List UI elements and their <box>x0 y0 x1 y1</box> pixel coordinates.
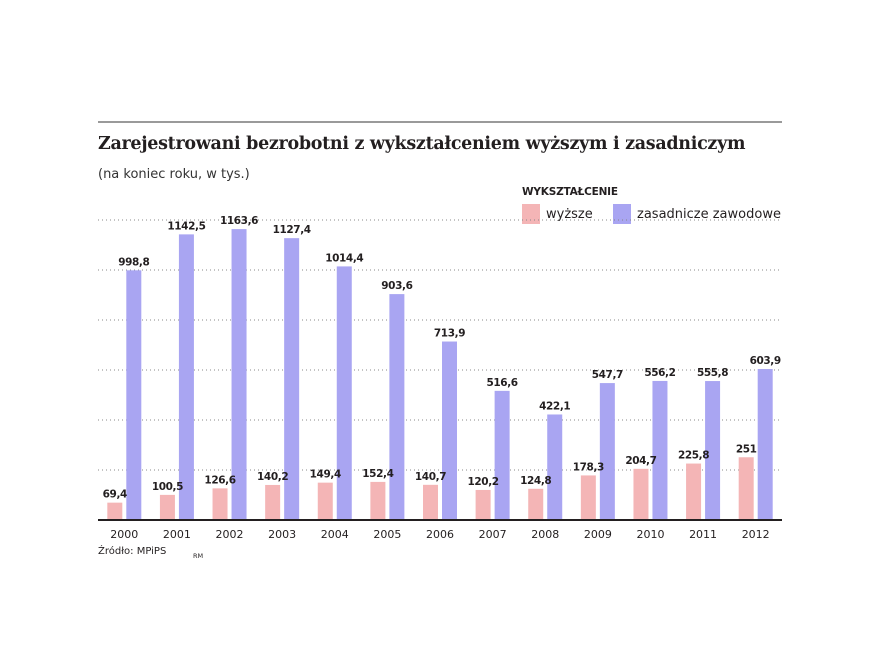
bar-higher <box>738 457 754 520</box>
data-label-vocational: 547,7 <box>592 369 623 381</box>
bar-vocational <box>178 234 194 520</box>
data-label-higher: 120,2 <box>468 476 499 488</box>
data-label-higher: 149,4 <box>310 469 341 481</box>
bar-vocational <box>126 270 142 520</box>
x-tick-label: 2005 <box>373 528 401 541</box>
bar-higher <box>633 468 649 520</box>
bar-vocational <box>494 390 510 520</box>
data-label-higher: 69,4 <box>103 489 127 501</box>
data-label-vocational: 1127,4 <box>273 224 311 236</box>
data-label-vocational: 998,8 <box>118 256 149 268</box>
legend-item-higher: wyższe <box>522 203 593 225</box>
data-label-higher: 204,7 <box>625 455 656 467</box>
x-tick-label: 2012 <box>742 528 770 541</box>
x-tick-label: 2009 <box>584 528 612 541</box>
data-label-vocational: 713,9 <box>434 328 465 340</box>
x-tick-label: 2000 <box>110 528 138 541</box>
data-label-vocational: 1014,4 <box>325 252 363 264</box>
bar-vocational <box>442 341 457 520</box>
legend-label-vocational: zasadnicze zawodowe <box>637 206 781 222</box>
source-note: Źródło: MPiPS <box>98 546 167 557</box>
bar-vocational <box>336 266 352 520</box>
legend-swatch-vocational <box>613 204 631 224</box>
bar-vocational <box>547 414 563 520</box>
data-label-higher: 140,7 <box>415 471 446 483</box>
data-label-vocational: 903,6 <box>381 280 412 292</box>
top-rule <box>98 121 782 123</box>
bar-higher <box>580 475 596 520</box>
data-label-higher: 152,4 <box>362 468 393 480</box>
bar-vocational <box>757 369 773 520</box>
bar-higher <box>475 489 491 520</box>
data-label-vocational: 1163,6 <box>220 215 258 227</box>
data-label-vocational: 603,9 <box>750 355 781 367</box>
bar-higher <box>317 482 333 520</box>
bar-vocational <box>705 381 721 520</box>
data-label-higher: 140,2 <box>257 471 288 483</box>
chart-subtitle: (na koniec roku, w tys.) <box>98 167 250 182</box>
bar-higher <box>423 484 438 520</box>
bar-higher <box>528 488 544 520</box>
bar-higher <box>212 488 228 520</box>
data-label-higher: 225,8 <box>678 450 709 462</box>
author-initials: RM <box>193 552 204 560</box>
x-tick-label: 2001 <box>163 528 191 541</box>
x-tick-label: 2003 <box>268 528 296 541</box>
bar-higher <box>265 484 281 520</box>
data-label-vocational: 516,6 <box>487 377 518 389</box>
bar-vocational <box>599 383 615 520</box>
legend-swatch-higher <box>522 204 540 224</box>
legend-title: WYKSZTAŁCENIE <box>522 186 618 198</box>
x-tick-label: 2011 <box>689 528 717 541</box>
bar-vocational <box>652 380 668 520</box>
x-tick-label: 2007 <box>479 528 507 541</box>
data-label-higher: 178,3 <box>573 461 604 473</box>
legend-item-vocational: zasadnicze zawodowe <box>613 203 781 225</box>
bar-higher <box>686 463 702 520</box>
data-label-higher: 126,6 <box>204 474 235 486</box>
data-label-vocational: 555,8 <box>697 367 728 379</box>
x-tick-label: 2008 <box>531 528 559 541</box>
x-tick-label: 2002 <box>216 528 244 541</box>
bar-vocational <box>284 238 300 520</box>
bar-higher <box>107 502 123 520</box>
bar-higher <box>159 494 175 520</box>
bar-vocational <box>389 294 405 520</box>
data-label-higher: 124,8 <box>520 475 551 487</box>
bar-higher <box>370 481 386 520</box>
data-label-higher: 100,5 <box>152 481 183 493</box>
legend-label-higher: wyższe <box>546 206 593 222</box>
data-label-higher: 251 <box>736 443 757 455</box>
x-tick-label: 2006 <box>426 528 454 541</box>
bar-vocational <box>231 229 247 520</box>
data-label-vocational: 556,2 <box>644 367 675 379</box>
data-label-vocational: 422,1 <box>539 400 570 412</box>
chart-title: Zarejestrowani bezrobotni z wykształceni… <box>98 134 746 154</box>
x-tick-label: 2010 <box>636 528 664 541</box>
x-tick-label: 2004 <box>321 528 349 541</box>
data-label-vocational: 1142,5 <box>167 220 205 232</box>
